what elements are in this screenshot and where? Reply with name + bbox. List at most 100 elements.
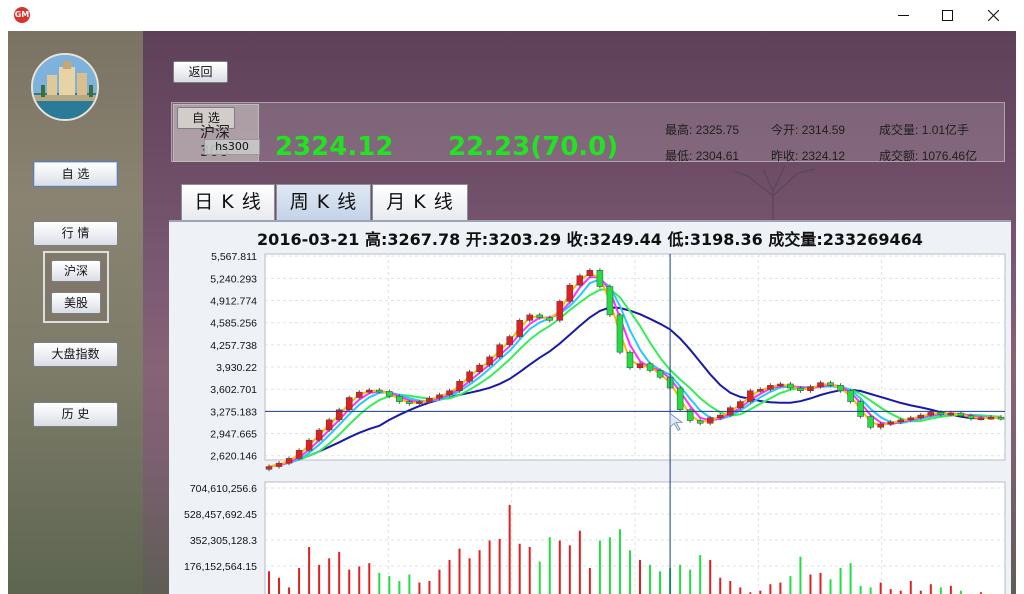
candle-body [546,317,554,321]
candle-body [295,450,303,459]
app-logo-icon: GM [14,7,30,23]
back-button[interactable]: 返回 [173,61,228,83]
stat-prev-close: 昨收: 2324.12 [771,149,846,163]
candle-body [506,336,513,345]
market-button[interactable]: 行 情 [33,221,118,246]
minimize-button[interactable] [880,0,926,31]
candle-body [917,414,925,419]
current-price: 2324.12 [275,132,394,162]
candle-body [486,356,493,366]
candle-body [887,421,894,425]
candle-body [566,284,574,302]
candle-body [285,458,293,464]
candle-body [937,412,945,415]
stock-identity: 自 选 沪深300 hs300 [173,104,260,162]
candle-body [646,363,654,371]
candle-body [827,382,834,386]
candle-body [877,423,884,428]
price-tick-label: 3,275.183 [210,406,257,418]
client-area: 自 选 行 情 沪深 美股 大盘指数 历 史 [8,31,1016,594]
price-tick-label: 4,912.774 [210,296,257,308]
candle-body [416,401,423,404]
kline-chart[interactable]: 5,567.811 5,240.293 4,912.774 4,585.256 4,25… [169,222,1011,594]
candle-body [526,314,533,321]
candle-body [606,286,614,316]
favorites-button[interactable]: 自 选 [33,161,118,187]
candle-body [466,371,473,382]
candle-body [596,269,604,287]
candle-body [275,462,283,467]
candle-body [366,389,373,393]
candle-body [706,417,714,424]
candle-body [957,412,965,417]
candle-body [265,466,273,470]
candle-body [686,409,694,421]
candle-body [406,401,413,404]
stock-info-bar [171,102,1005,162]
maximize-icon [941,10,953,21]
maximize-button[interactable] [924,0,970,31]
candle-body [737,401,744,408]
candle-body [867,416,874,428]
candle-body [767,385,774,390]
market-index-button[interactable]: 大盘指数 [33,342,118,367]
candle-body [676,387,684,410]
add-favorite-button[interactable]: 自 选 [177,107,235,129]
volume-tick-label: 352,305,128.3 [190,535,257,547]
tab-monthly-kline[interactable]: 月 K 线 [372,184,468,220]
candle-body [967,415,975,419]
candle-body [476,364,483,373]
history-button[interactable]: 历 史 [33,402,118,427]
price-tick-label: 3,602.701 [210,384,257,396]
candle-body [696,420,704,424]
candle-body [436,394,443,399]
candle-body [536,314,543,318]
sidebar: 自 选 行 情 沪深 美股 大盘指数 历 史 [8,31,143,594]
mouse-cursor-icon [669,412,684,431]
ma60-line [268,306,1002,468]
candle-body [396,395,403,402]
candle-body [586,269,594,276]
stat-open: 今开: 2314.59 [771,123,846,137]
chart-panel: 2016-03-21 高:3267.78 开:3203.29 收:3249.44… [169,220,1011,594]
stat-high: 最高: 2325.75 [665,123,740,137]
stat-low: 最低: 2304.61 [665,149,740,163]
candle-body [716,414,724,419]
candle-body [315,429,323,441]
candle-body [305,439,313,451]
candle-body [426,397,433,402]
candle-body [556,301,564,321]
candle-body [345,397,353,410]
shanghai-shenzhen-button[interactable]: 沪深 [51,260,101,282]
candle-body [386,391,393,397]
candle-body [977,417,985,421]
us-stocks-button[interactable]: 美股 [51,292,101,314]
price-tick-label: 5,240.293 [210,273,257,285]
close-button[interactable] [970,0,1016,31]
tab-weekly-kline[interactable]: 周 K 线 [276,184,371,220]
market-submenu: 沪深 美股 [43,251,109,323]
candle-body [907,417,915,421]
candle-body [616,314,624,353]
stock-code: hs300 [204,139,260,155]
price-tick-label: 2,620.146 [210,451,257,463]
candle-body [355,391,363,398]
avatar [31,53,99,121]
candle-body [636,363,644,368]
volume-tick-label: 704,610,256.6 [190,483,257,495]
price-tick-label: 5,567.811 [211,251,257,263]
price-change: 22.23(70.0) [448,132,619,162]
candle-body [757,389,764,392]
candle-body [456,381,463,391]
candle-body [325,419,333,431]
candle-body [496,344,503,358]
candle-body [837,385,844,391]
tree-silhouette [732,165,816,221]
candle-body [897,419,904,423]
candle-body [987,416,995,420]
candle-body [747,390,754,402]
candle-body [576,275,584,286]
candle-body [927,412,935,416]
tab-daily-kline[interactable]: 日 K 线 [181,184,275,220]
